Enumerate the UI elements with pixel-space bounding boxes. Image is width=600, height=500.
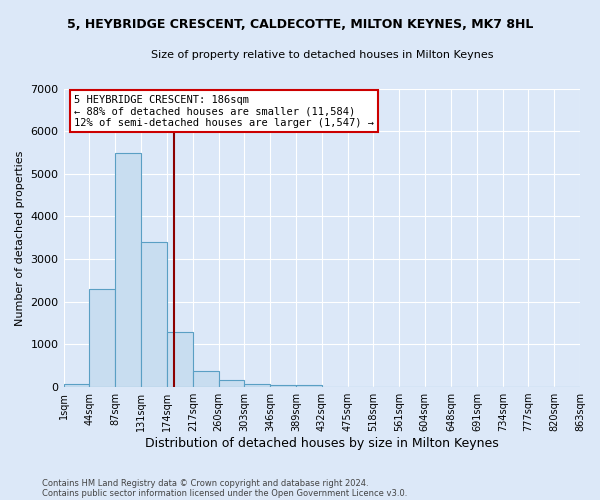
Bar bbox=[296, 384, 322, 387]
Bar bbox=[89, 289, 115, 387]
Bar bbox=[167, 332, 193, 387]
Text: 5, HEYBRIDGE CRESCENT, CALDECOTTE, MILTON KEYNES, MK7 8HL: 5, HEYBRIDGE CRESCENT, CALDECOTTE, MILTO… bbox=[67, 18, 533, 30]
Bar bbox=[244, 384, 270, 387]
Bar bbox=[193, 371, 219, 387]
Y-axis label: Number of detached properties: Number of detached properties bbox=[15, 150, 25, 326]
Bar bbox=[64, 384, 89, 387]
X-axis label: Distribution of detached houses by size in Milton Keynes: Distribution of detached houses by size … bbox=[145, 437, 499, 450]
Bar bbox=[142, 242, 167, 387]
Bar bbox=[270, 385, 296, 387]
Text: 5 HEYBRIDGE CRESCENT: 186sqm
← 88% of detached houses are smaller (11,584)
12% o: 5 HEYBRIDGE CRESCENT: 186sqm ← 88% of de… bbox=[74, 94, 374, 128]
Text: Contains public sector information licensed under the Open Government Licence v3: Contains public sector information licen… bbox=[42, 488, 407, 498]
Bar bbox=[219, 380, 244, 387]
Title: Size of property relative to detached houses in Milton Keynes: Size of property relative to detached ho… bbox=[151, 50, 493, 60]
Text: Contains HM Land Registry data © Crown copyright and database right 2024.: Contains HM Land Registry data © Crown c… bbox=[42, 478, 368, 488]
Bar bbox=[115, 152, 141, 387]
